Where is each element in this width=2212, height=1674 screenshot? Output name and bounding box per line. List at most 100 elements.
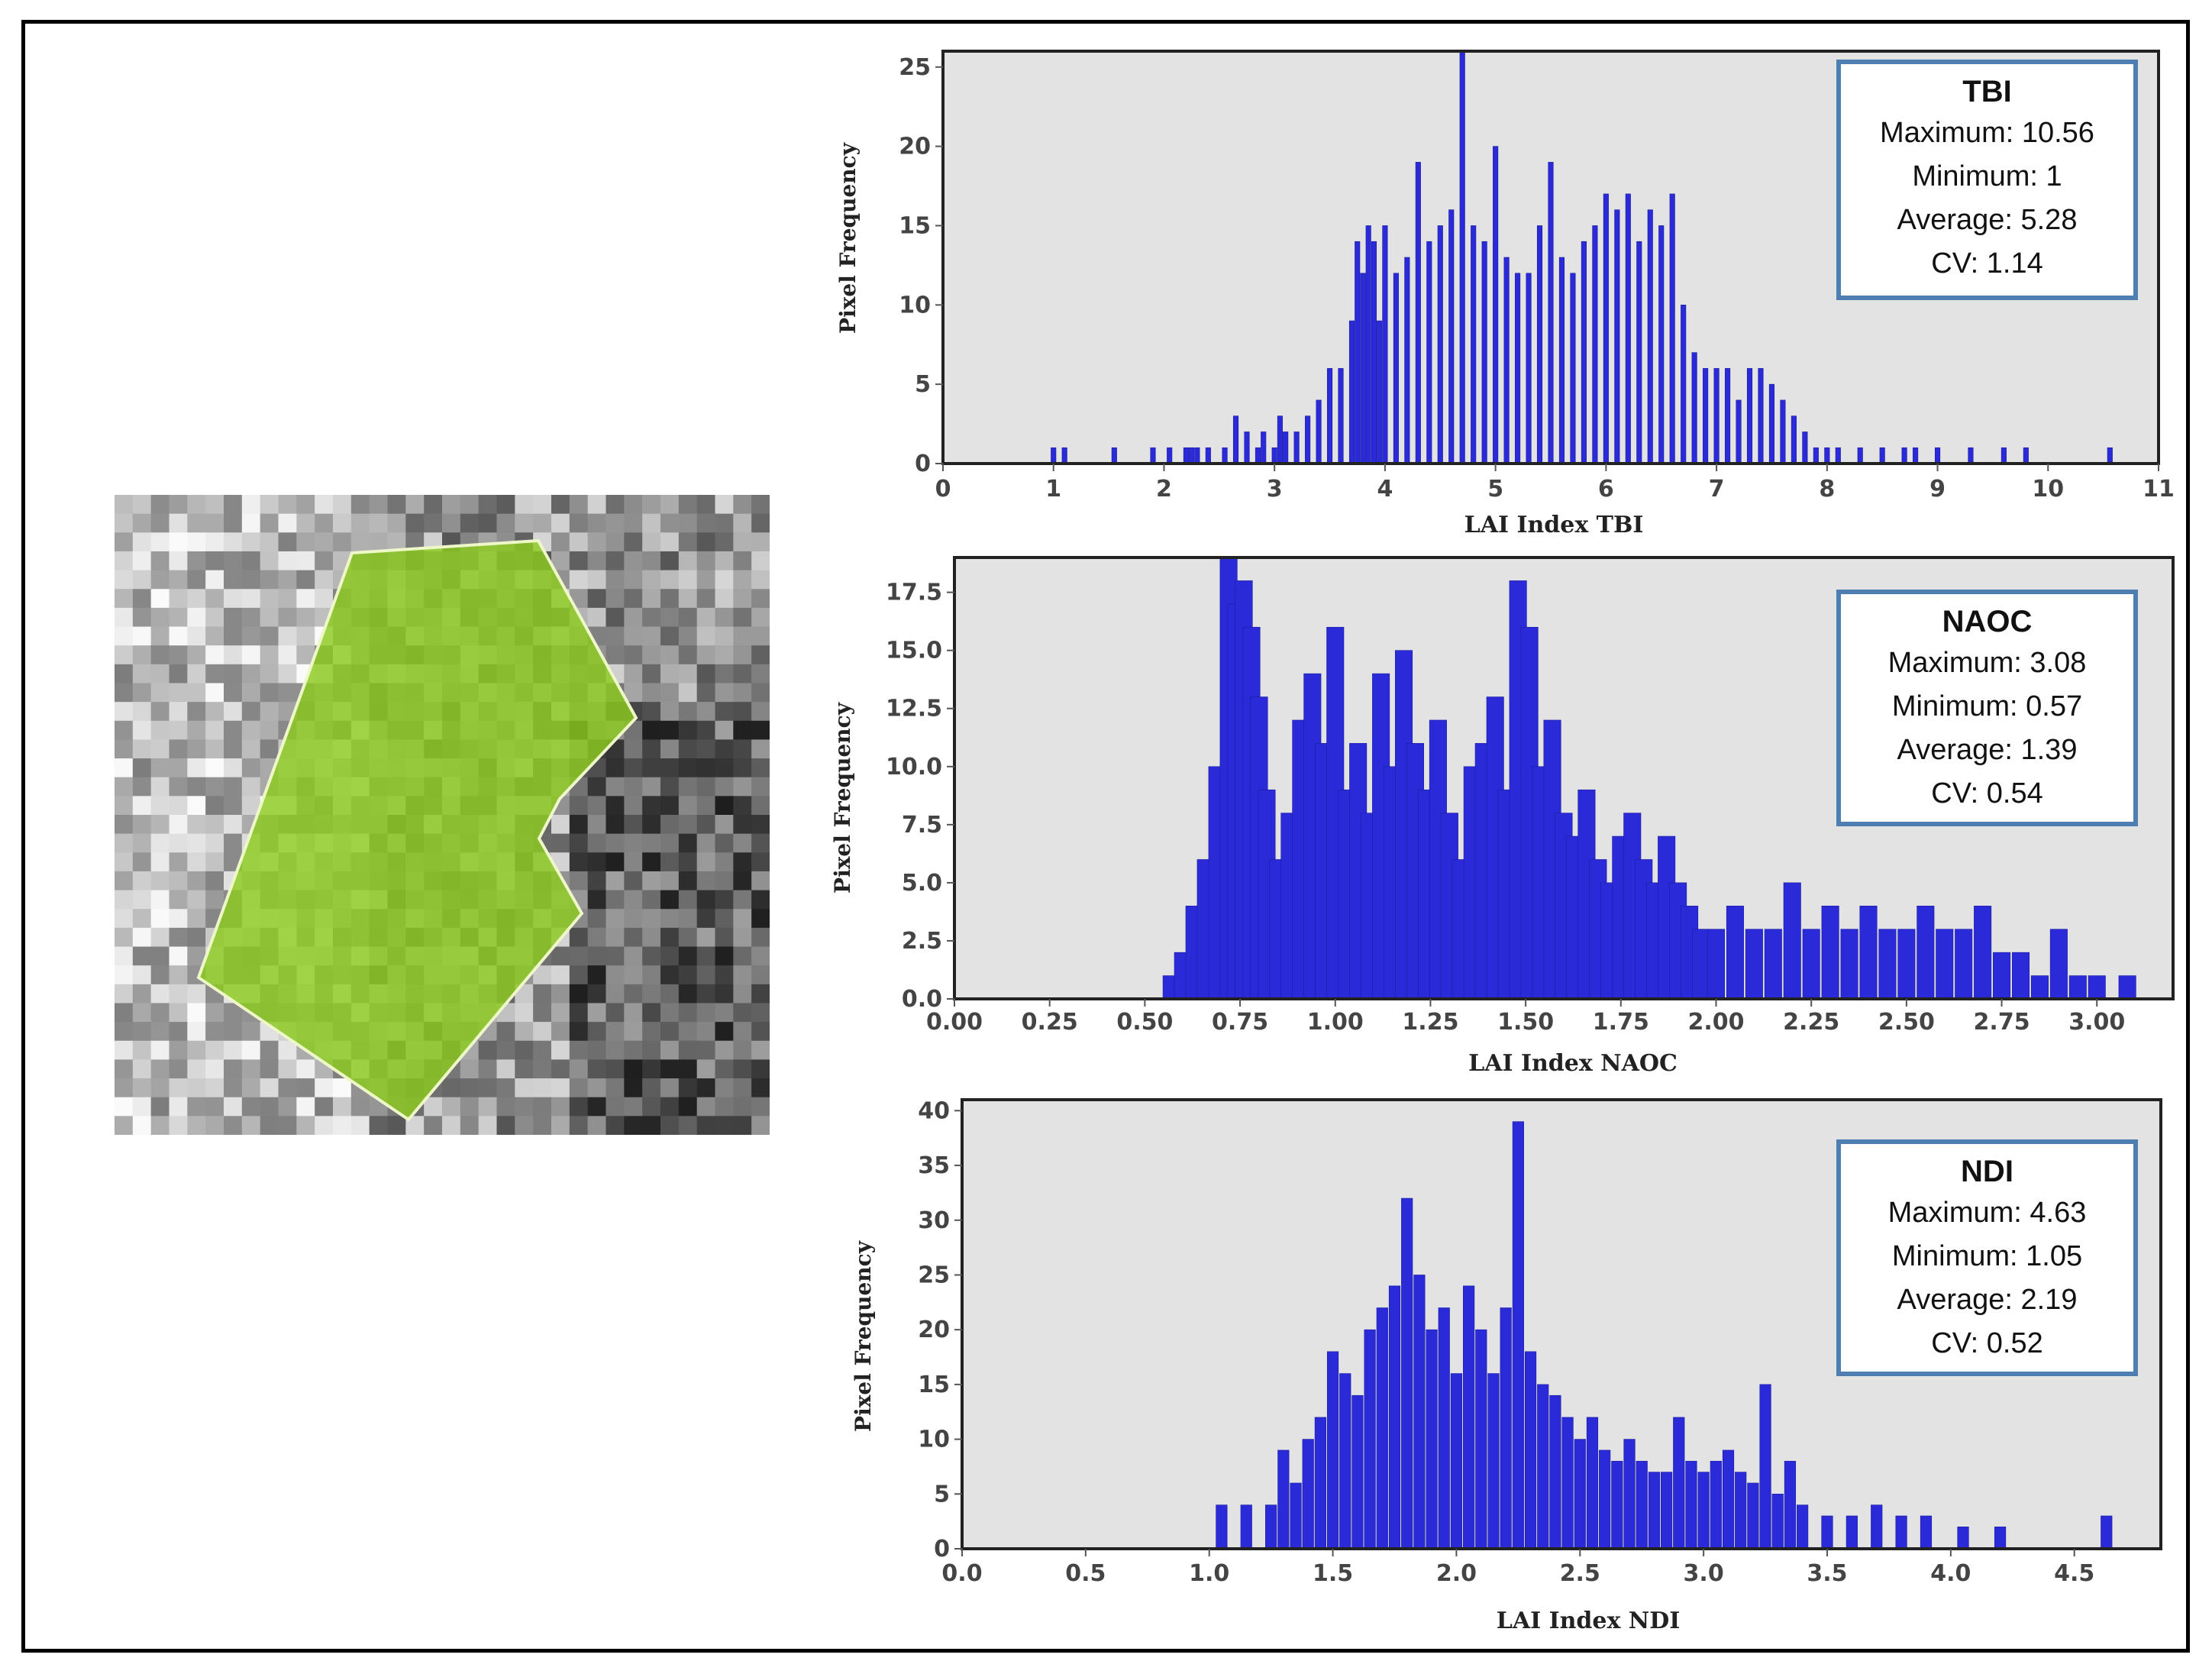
- map-pixel: [642, 683, 661, 703]
- histogram-bar: [1710, 1460, 1722, 1550]
- map-pixel: [587, 589, 607, 609]
- map-pixel: [278, 626, 297, 646]
- chart-tbi-stats-box: TBI Maximum: 10.56 Minimum: 1 Average: 5…: [1836, 60, 2138, 300]
- map-pixel: [241, 551, 261, 571]
- map-pixel: [587, 777, 607, 797]
- map-pixel: [751, 1040, 770, 1061]
- map-pixel: [660, 909, 680, 929]
- map-pixel: [132, 984, 152, 1004]
- map-pixel: [187, 1059, 206, 1079]
- map-pixel: [715, 965, 734, 985]
- map-pixel: [733, 927, 752, 948]
- map-pixel: [150, 551, 170, 571]
- map-pixel: [569, 833, 589, 853]
- map-pixel: [224, 1097, 243, 1117]
- map-pixel: [751, 796, 770, 816]
- map-pixel: [660, 1097, 680, 1117]
- map-pixel: [605, 570, 625, 590]
- map-pixel: [551, 815, 570, 835]
- histogram-bar: [1636, 1460, 1648, 1550]
- map-pixel: [751, 758, 770, 778]
- map-pixel: [715, 777, 734, 797]
- map-pixel: [678, 965, 698, 985]
- map-pixel: [169, 720, 188, 741]
- map-pixel: [260, 589, 279, 609]
- map-pixel: [696, 852, 716, 872]
- map-pixel: [696, 965, 716, 985]
- map-pixel: [696, 513, 716, 533]
- map-pixel: [333, 1097, 352, 1117]
- histogram-bar: [1611, 1460, 1623, 1550]
- map-pixel: [587, 570, 607, 590]
- map-pixel: [187, 1097, 206, 1117]
- map-pixel: [224, 777, 243, 797]
- map-pixel: [169, 909, 188, 929]
- map-pixel: [660, 626, 680, 646]
- map-pixel: [241, 589, 261, 609]
- histogram-bar: [1448, 209, 1455, 464]
- map-pixel: [150, 1003, 170, 1023]
- map-pixel: [587, 1097, 607, 1117]
- histogram-bar: [1413, 1275, 1426, 1550]
- map-pixel: [132, 570, 152, 590]
- map-pixel: [533, 1078, 552, 1098]
- map-pixel: [642, 495, 661, 515]
- map-pixel: [715, 871, 734, 891]
- map-pixel: [278, 1078, 297, 1098]
- histogram-bar: [1879, 447, 1885, 464]
- map-pixel: [624, 965, 643, 985]
- map-pixel: [224, 495, 243, 515]
- map-pixel: [115, 720, 134, 741]
- map-pixel: [642, 777, 661, 797]
- chart-tbi: 0 5 10 15 20 25 0 1 2 3 4 5 6 7 8 9 10 11 Pixel Frequency…: [825, 38, 2184, 550]
- map-pixel: [751, 1116, 770, 1135]
- map-pixel: [678, 1059, 698, 1079]
- histogram-bar: [1934, 447, 1941, 464]
- map-pixel: [696, 927, 716, 948]
- histogram-bar: [1736, 399, 1742, 464]
- histogram-bar: [1669, 193, 1675, 464]
- histogram-bar: [1503, 257, 1510, 464]
- histogram-bar: [2068, 975, 2087, 1000]
- histogram-bar: [1703, 368, 1709, 464]
- map-pixel: [696, 645, 716, 665]
- histogram-bar: [1326, 368, 1333, 464]
- map-pixel: [533, 1116, 552, 1135]
- y-tick-label: 15: [899, 212, 931, 239]
- map-pixel: [660, 890, 680, 910]
- map-pixel: [751, 607, 770, 628]
- histogram-bar: [2118, 975, 2136, 1000]
- histogram-bar: [1713, 368, 1720, 464]
- map-pixel: [132, 890, 152, 910]
- map-pixel: [587, 532, 607, 552]
- histogram-bar: [1283, 431, 1289, 464]
- map-pixel: [132, 720, 152, 741]
- map-pixel: [624, 739, 643, 759]
- map-pixel: [132, 833, 152, 853]
- map-pixel: [678, 1078, 698, 1098]
- histogram-bar: [1475, 1329, 1487, 1550]
- map-pixel: [551, 833, 570, 853]
- x-tick-label: 9: [1929, 476, 1946, 503]
- map-pixel: [715, 909, 734, 929]
- map-pixel: [751, 739, 770, 759]
- map-pixel: [660, 645, 680, 665]
- map-pixel: [260, 1040, 279, 1061]
- y-tick-label: 5: [934, 1481, 950, 1508]
- map-pixel: [115, 890, 134, 910]
- histogram-bar: [1681, 305, 1687, 464]
- map-pixel: [515, 1116, 534, 1135]
- histogram-bar: [1780, 399, 1786, 464]
- map-pixel: [115, 815, 134, 835]
- map-pixel: [115, 909, 134, 929]
- map-pixel: [150, 570, 170, 590]
- histogram-bar: [1570, 273, 1576, 464]
- map-pixel: [624, 946, 643, 966]
- map-pixel: [205, 495, 224, 515]
- map-pixel: [533, 1059, 552, 1079]
- map-pixel: [587, 1003, 607, 1023]
- map-pixel: [733, 739, 752, 759]
- map-pixel: [150, 739, 170, 759]
- map-pixel: [132, 1059, 152, 1079]
- map-pixel: [624, 871, 643, 891]
